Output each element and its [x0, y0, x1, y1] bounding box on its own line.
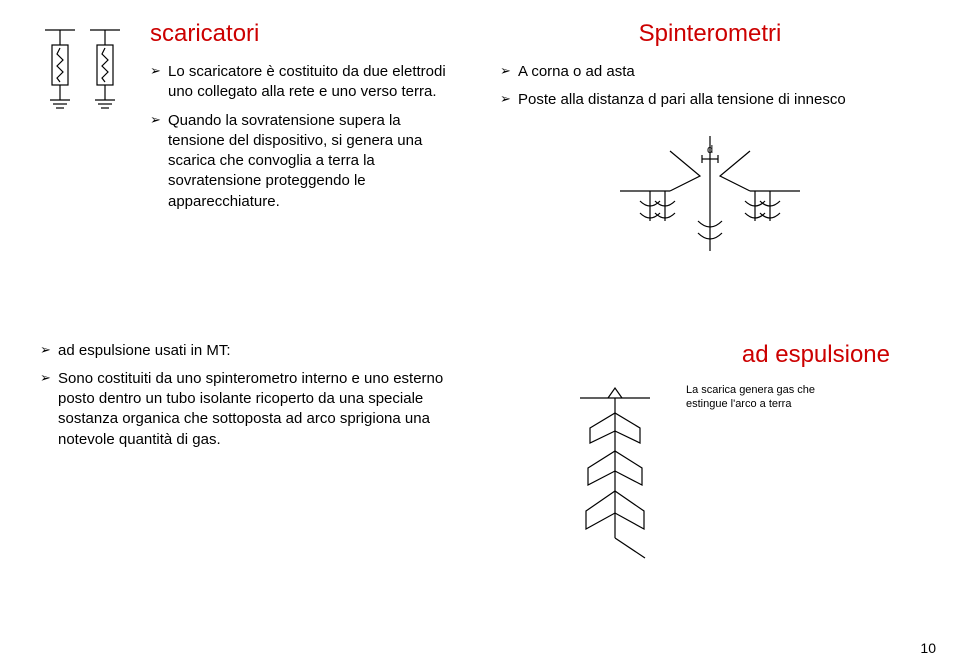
bullets-spinterometri: A corna o ad asta Poste alla distanza d … [500, 62, 920, 111]
d-label: d [707, 144, 713, 156]
bullet-item: Sono costituiti da uno spinterometro int… [40, 369, 460, 450]
bullets-scaricatori: Lo scaricatore è costituito da due elett… [150, 62, 460, 212]
bullets-ad-espulsione: ad espulsione usati in MT: Sono costitui… [40, 341, 460, 450]
spinterometri-diagram: d [500, 121, 920, 271]
title-spinterometri: Spinterometri [500, 20, 920, 48]
bullet-item: Quando la sovratensione supera la tensio… [150, 111, 460, 212]
page-number: 10 [920, 640, 936, 656]
scaricatori-symbol [40, 20, 130, 140]
bullet-item: ad espulsione usati in MT: [40, 341, 460, 361]
expulsion-caption: La scarica genera gas che estingue l'arc… [686, 383, 826, 412]
section-ad-espulsione-text: ad espulsione usati in MT: Sono costitui… [40, 341, 460, 563]
expulsion-arrester-figure [560, 383, 670, 563]
title-ad-espulsione: ad espulsione [500, 341, 890, 369]
section-ad-espulsione-fig: ad espulsione [500, 341, 920, 563]
section-spinterometri: Spinterometri A corna o ad asta Poste al… [500, 20, 920, 271]
bullet-item: Lo scaricatore è costituito da due elett… [150, 62, 460, 103]
bullet-item: Poste alla distanza d pari alla tensione… [500, 90, 920, 110]
section-scaricatori: scaricatori Lo scaricatore è costituito … [40, 20, 460, 271]
bullet-item: A corna o ad asta [500, 62, 920, 82]
title-scaricatori: scaricatori [150, 20, 460, 48]
